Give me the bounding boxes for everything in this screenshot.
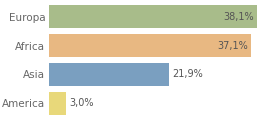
Text: 37,1%: 37,1% — [218, 41, 249, 51]
Text: 38,1%: 38,1% — [223, 12, 254, 22]
Text: 21,9%: 21,9% — [172, 69, 202, 79]
Bar — [49, 5, 257, 28]
Text: 3,0%: 3,0% — [69, 98, 94, 108]
Bar — [49, 63, 169, 86]
Bar — [49, 92, 66, 115]
Bar — [49, 34, 251, 57]
